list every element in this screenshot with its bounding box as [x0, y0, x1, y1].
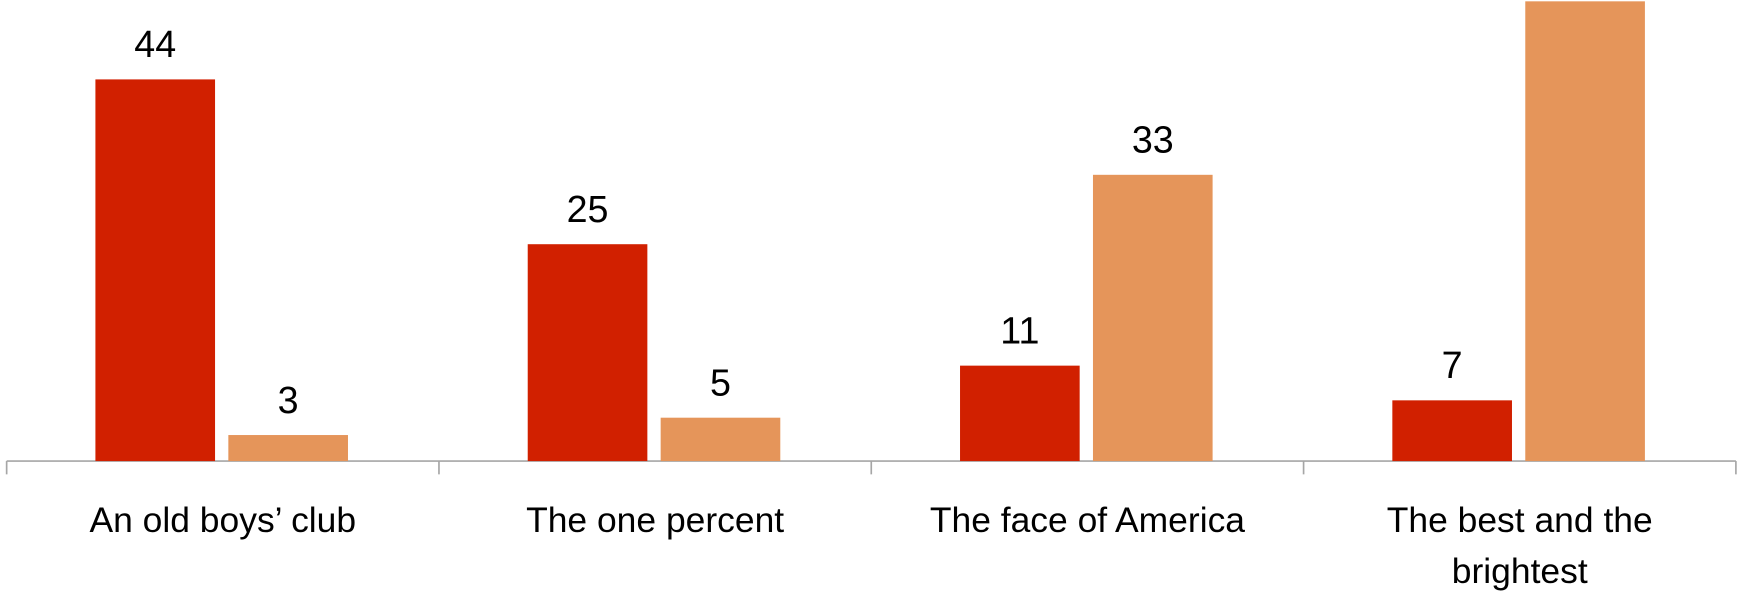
bar	[960, 365, 1080, 462]
bar	[228, 435, 348, 462]
x-tick-label: The face of America	[930, 500, 1245, 540]
bar	[1392, 400, 1512, 462]
bar	[660, 417, 781, 462]
bar	[527, 244, 648, 462]
x-tick-label: The best and the brightest	[1387, 500, 1653, 591]
bar	[1092, 174, 1213, 462]
bar	[1525, 1, 1645, 462]
x-tick-label: An old boys’ club	[89, 500, 356, 540]
data-label: 33	[1132, 119, 1174, 161]
data-label: 44	[134, 23, 176, 65]
data-label: 7	[1442, 344, 1463, 386]
data-label: 25	[567, 188, 609, 230]
x-tick-label-line: brightest	[1452, 551, 1588, 591]
bar	[95, 79, 216, 462]
x-tick-label: The one percent	[526, 500, 784, 540]
data-label: 3	[278, 379, 299, 421]
data-label: 5	[710, 362, 731, 404]
x-tick-label-line: The best and the	[1387, 500, 1653, 540]
data-label: 11	[1000, 309, 1039, 351]
